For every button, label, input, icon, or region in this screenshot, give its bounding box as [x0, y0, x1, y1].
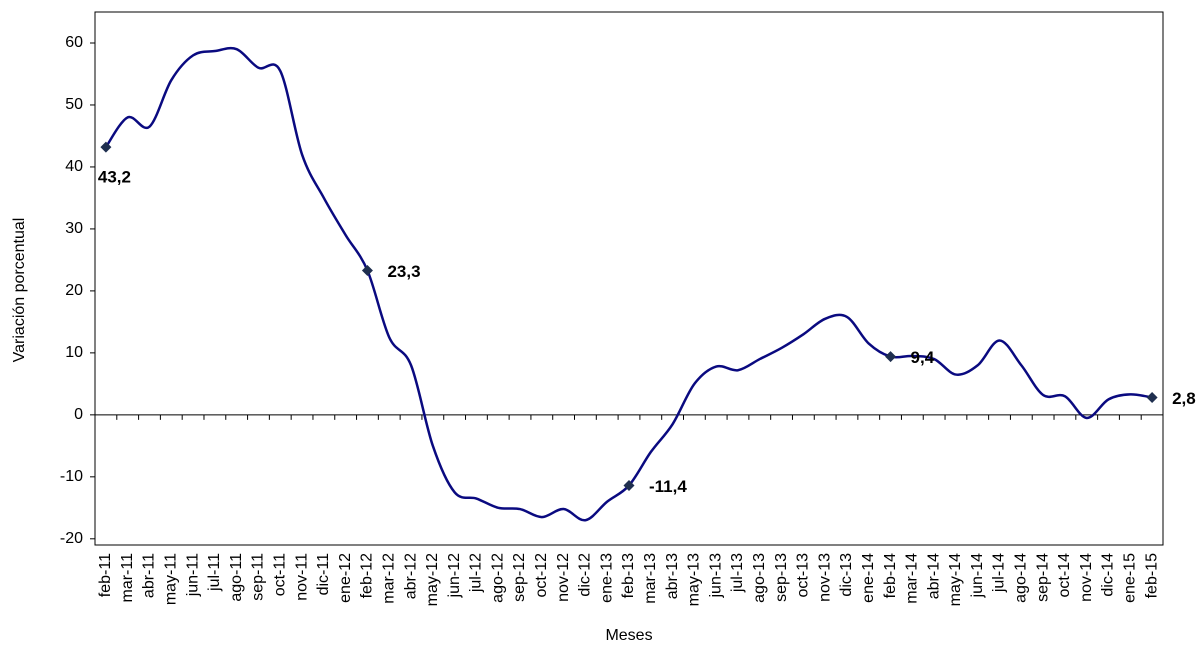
- y-tick-label: 10: [65, 344, 83, 361]
- x-tick-label: nov-13: [816, 553, 833, 602]
- x-tick-label: sep-11: [250, 553, 267, 601]
- x-tick-label: oct-12: [533, 553, 550, 598]
- x-tick-label: jul-14: [991, 553, 1008, 593]
- x-tick-label: ene-12: [337, 553, 354, 603]
- x-tick-label: may-14: [947, 553, 964, 606]
- marker: [1146, 391, 1158, 403]
- x-tick-label: feb-13: [620, 553, 637, 598]
- x-tick-label: abr-13: [664, 553, 681, 599]
- x-tick-label: jun-14: [969, 553, 986, 599]
- x-tick-label: ene-13: [598, 553, 615, 603]
- marker: [361, 264, 373, 276]
- y-tick-label: 30: [65, 220, 83, 237]
- x-tick-label: dic-11: [315, 553, 332, 595]
- x-tick-label: mar-11: [119, 553, 136, 603]
- y-tick-label: 20: [65, 282, 83, 299]
- x-tick-label: mar-13: [642, 553, 659, 604]
- data-label: -11,4: [649, 477, 687, 496]
- line: [104, 46, 1153, 522]
- x-tick-label: nov-11: [293, 553, 310, 601]
- x-tick-label: ago-12: [489, 553, 506, 603]
- data-label: 2,8: [1172, 389, 1196, 408]
- x-tick-label: dic-14: [1100, 553, 1117, 597]
- x-tick-label: dic-13: [838, 553, 855, 597]
- x-tick-label: sep-14: [1034, 553, 1051, 602]
- x-tick-label: jul-11: [206, 553, 223, 592]
- x-tick-label: abr-11: [141, 553, 158, 598]
- x-tick-label: oct-13: [795, 553, 812, 598]
- y-tick-label: -20: [60, 530, 83, 547]
- x-tick-label: feb-12: [359, 553, 376, 598]
- x-tick-label: feb-14: [882, 553, 899, 598]
- x-tick-label: may-12: [424, 553, 441, 606]
- x-tick-label: sep-12: [511, 553, 528, 602]
- x-tick-label: jun-12: [446, 553, 463, 599]
- x-tick-label: may-11: [163, 553, 180, 605]
- y-tick-label: 60: [65, 34, 83, 51]
- x-axis-title: Meses: [605, 627, 652, 644]
- marker: [885, 351, 897, 363]
- x-tick-label: feb-11: [97, 553, 114, 597]
- x-tick-label: ago-11: [228, 553, 245, 602]
- marker: [100, 141, 112, 153]
- y-tick-label: 50: [65, 96, 83, 113]
- data-label: 9,4: [911, 348, 935, 367]
- x-tick-label: ago-13: [751, 553, 768, 603]
- x-tick-label: ene-15: [1122, 553, 1139, 603]
- y-tick-label: -10: [60, 468, 83, 485]
- x-tick-label: oct-14: [1056, 553, 1073, 598]
- x-tick-label: nov-12: [555, 553, 572, 602]
- x-tick-label: dic-12: [577, 553, 594, 597]
- x-tick-label: abr-12: [402, 553, 419, 599]
- y-axis-title: Variación porcentual: [11, 218, 28, 363]
- x-tick-label: ene-14: [860, 553, 877, 603]
- data-label: 43,2: [98, 168, 131, 187]
- x-tick-label: sep-13: [773, 553, 790, 602]
- x-tick-label: jul-13: [729, 553, 746, 593]
- x-tick-label: may-13: [686, 553, 703, 606]
- y-tick-label: 40: [65, 158, 83, 175]
- x-tick-label: jul-12: [468, 553, 485, 593]
- x-tick-label: jun-13: [707, 553, 724, 599]
- x-tick-label: abr-14: [925, 553, 942, 599]
- x-tick-label: jun-11: [184, 553, 201, 597]
- x-tick-label: nov-14: [1078, 553, 1095, 602]
- x-tick-label: ago-14: [1013, 553, 1030, 603]
- x-tick-label: mar-14: [904, 553, 921, 604]
- y-tick-label: 0: [74, 406, 83, 423]
- x-tick-label: oct-11: [271, 553, 288, 596]
- marker: [623, 480, 635, 492]
- data-label: 23,3: [387, 262, 420, 281]
- plot-area: [94, 11, 1164, 546]
- x-tick-label: mar-12: [380, 553, 397, 604]
- x-tick-label: feb-15: [1143, 553, 1160, 598]
